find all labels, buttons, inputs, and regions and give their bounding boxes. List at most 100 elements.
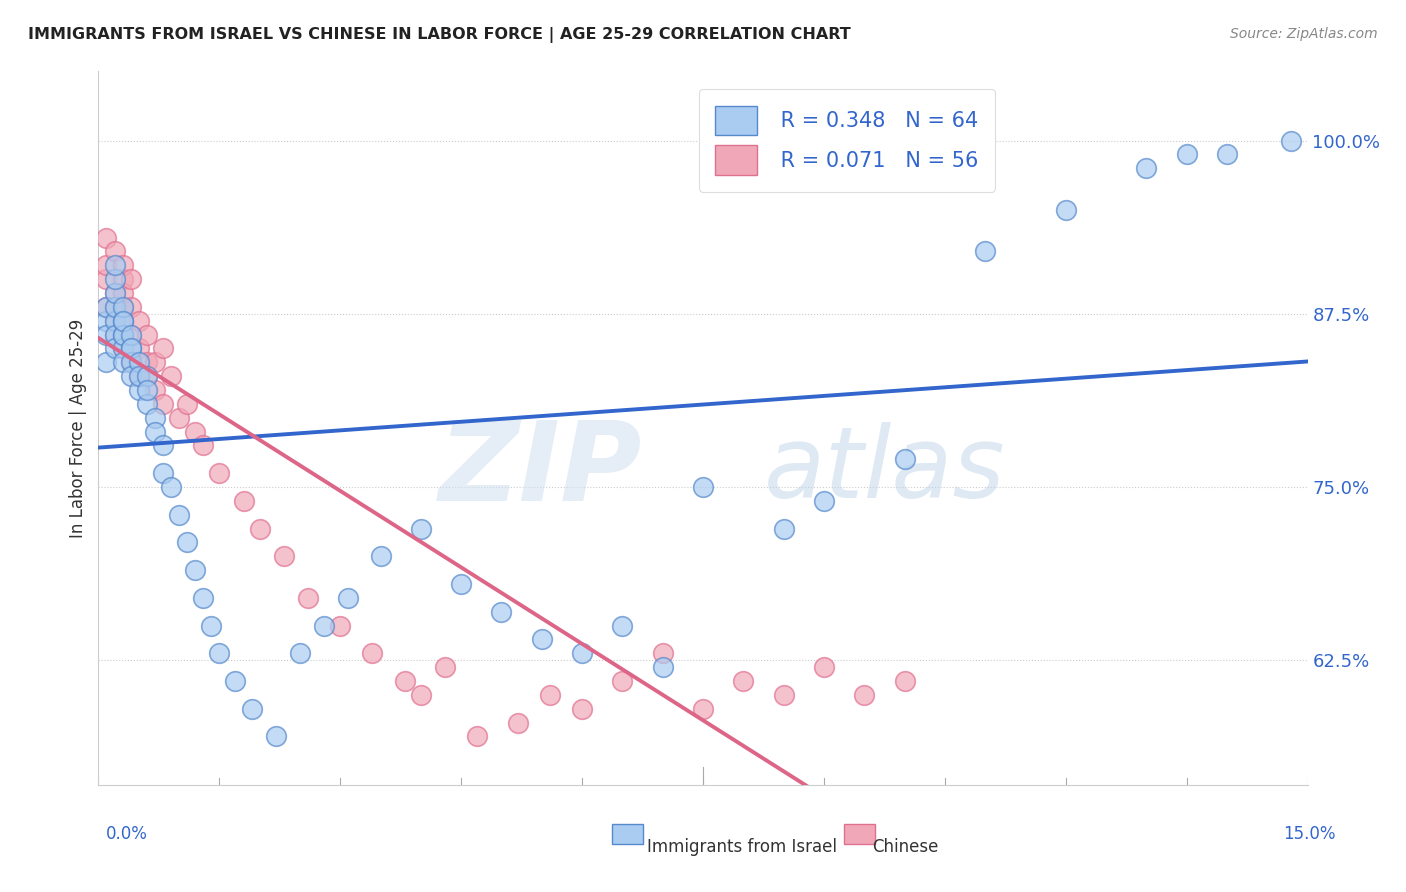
Point <box>103 327 125 342</box>
Point <box>111 314 134 328</box>
Legend:  R = 0.348   N = 64,  R = 0.071   N = 56: R = 0.348 N = 64, R = 0.071 N = 56 <box>699 89 995 192</box>
Point <box>111 286 134 301</box>
Point <box>135 355 157 369</box>
Point <box>314 618 336 632</box>
Point <box>111 300 134 314</box>
Point <box>128 369 150 384</box>
Point <box>176 397 198 411</box>
Point <box>96 300 118 314</box>
Point <box>96 230 118 244</box>
Point <box>813 660 835 674</box>
Point <box>120 355 142 369</box>
Point <box>176 535 198 549</box>
Point <box>167 410 190 425</box>
Point <box>152 342 174 356</box>
Point <box>772 522 794 536</box>
Point <box>733 673 755 688</box>
Point <box>337 591 360 605</box>
Point <box>103 286 125 301</box>
Point <box>772 688 794 702</box>
Point <box>111 342 134 356</box>
Point <box>103 300 125 314</box>
Point <box>103 272 125 286</box>
Point <box>96 314 118 328</box>
Y-axis label: In Labor Force | Age 25-29: In Labor Force | Age 25-29 <box>69 318 87 538</box>
Point <box>128 383 150 397</box>
Point <box>120 355 142 369</box>
Point <box>200 618 222 632</box>
Point <box>103 327 125 342</box>
FancyBboxPatch shape <box>844 824 875 844</box>
Point <box>120 342 142 356</box>
Point <box>240 702 263 716</box>
Point <box>692 480 714 494</box>
Point <box>96 355 118 369</box>
Point <box>96 258 118 272</box>
Point <box>249 522 271 536</box>
Point <box>135 369 157 384</box>
Point <box>208 646 231 660</box>
Point <box>506 715 529 730</box>
Point <box>143 425 166 439</box>
Point <box>152 466 174 480</box>
Point <box>264 730 287 744</box>
Point <box>370 549 392 564</box>
Point <box>103 314 125 328</box>
Point <box>103 244 125 259</box>
Text: Chinese: Chinese <box>872 838 938 856</box>
Point <box>96 327 118 342</box>
Point <box>1054 202 1077 217</box>
Point <box>394 673 416 688</box>
Point <box>193 438 215 452</box>
Point <box>111 300 134 314</box>
Point <box>111 272 134 286</box>
Point <box>120 300 142 314</box>
Point <box>103 342 125 356</box>
Point <box>135 397 157 411</box>
Point <box>571 646 593 660</box>
Point <box>651 660 673 674</box>
Point <box>111 314 134 328</box>
Point <box>160 369 183 384</box>
Point <box>128 314 150 328</box>
Point <box>103 286 125 301</box>
Point <box>1135 161 1157 176</box>
Point <box>893 452 915 467</box>
Point <box>184 425 207 439</box>
Point <box>120 327 142 342</box>
Point <box>538 688 561 702</box>
Point <box>184 563 207 577</box>
Point <box>120 342 142 356</box>
Point <box>143 383 166 397</box>
Text: Immigrants from Israel: Immigrants from Israel <box>647 838 837 856</box>
Point <box>111 314 134 328</box>
Point <box>111 342 134 356</box>
Point <box>612 618 634 632</box>
Point <box>103 314 125 328</box>
Point <box>612 673 634 688</box>
Point <box>208 466 231 480</box>
Text: ZIP: ZIP <box>439 417 643 524</box>
Point <box>120 369 142 384</box>
Point <box>692 702 714 716</box>
Point <box>813 494 835 508</box>
Point <box>297 591 319 605</box>
Point <box>273 549 295 564</box>
Point <box>409 688 432 702</box>
Point <box>111 327 134 342</box>
Point <box>167 508 190 522</box>
Point <box>465 730 488 744</box>
Point <box>409 522 432 536</box>
Point <box>651 646 673 660</box>
Point <box>571 702 593 716</box>
Point <box>491 605 513 619</box>
Point <box>530 632 553 647</box>
Point <box>152 397 174 411</box>
Point <box>1216 147 1239 161</box>
Text: 0.0%: 0.0% <box>105 825 148 843</box>
Point <box>135 369 157 384</box>
Point <box>232 494 254 508</box>
Text: 15.0%: 15.0% <box>1284 825 1336 843</box>
Point <box>288 646 311 660</box>
Point <box>120 272 142 286</box>
